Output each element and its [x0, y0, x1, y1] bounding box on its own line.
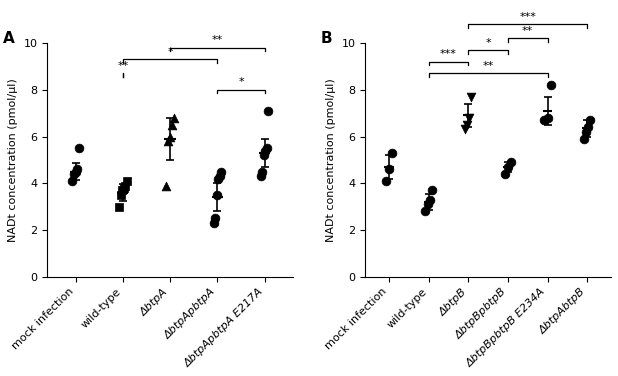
Text: *: *	[485, 38, 491, 48]
Point	[216, 168, 226, 174]
Point	[261, 147, 271, 153]
Text: **: **	[522, 26, 533, 36]
Point	[213, 176, 223, 182]
Point	[503, 164, 513, 170]
Point	[381, 178, 391, 184]
Point	[464, 115, 474, 121]
Point	[119, 185, 129, 191]
Point	[169, 115, 179, 121]
Text: **: **	[117, 61, 129, 71]
Point	[387, 150, 397, 156]
Point	[506, 159, 516, 165]
Point	[209, 220, 219, 226]
Point	[420, 208, 430, 214]
Point	[583, 124, 593, 130]
Text: **: **	[483, 61, 494, 71]
Point	[384, 166, 394, 172]
Point	[585, 117, 595, 123]
Point	[579, 136, 589, 142]
Point	[212, 192, 222, 198]
Point	[423, 201, 433, 207]
Y-axis label: NADt concentration (pmol/µl): NADt concentration (pmol/µl)	[326, 78, 336, 242]
Point	[258, 168, 268, 174]
Text: *: *	[239, 77, 244, 87]
Point	[214, 173, 224, 179]
Point	[161, 183, 171, 189]
Text: *: *	[167, 47, 173, 57]
Point	[167, 122, 177, 128]
Text: B: B	[321, 31, 332, 46]
Point	[262, 145, 272, 151]
Text: ***: ***	[519, 12, 536, 22]
Point	[70, 168, 80, 174]
Point	[256, 173, 266, 179]
Point	[259, 152, 269, 158]
Point	[582, 129, 591, 135]
Point	[120, 183, 130, 189]
Point	[74, 145, 84, 151]
Point	[67, 178, 77, 184]
Point	[460, 126, 470, 132]
Point	[210, 215, 220, 221]
Point	[427, 187, 437, 193]
Point	[540, 117, 549, 123]
Point	[163, 138, 173, 144]
Point	[116, 192, 125, 198]
Point	[72, 166, 82, 172]
Point	[69, 171, 78, 177]
Point	[467, 94, 476, 100]
Point	[546, 82, 556, 88]
Point	[122, 178, 132, 184]
Point	[543, 115, 552, 121]
Point	[462, 122, 472, 128]
Point	[263, 108, 273, 114]
Text: **: **	[212, 35, 223, 45]
Text: ***: ***	[440, 49, 457, 59]
Point	[500, 171, 510, 177]
Point	[165, 133, 175, 139]
Text: A: A	[3, 31, 15, 46]
Point	[425, 197, 434, 203]
Y-axis label: NADt concentration (pmol/µl): NADt concentration (pmol/µl)	[8, 78, 18, 242]
Point	[117, 187, 127, 193]
Point	[114, 204, 124, 210]
